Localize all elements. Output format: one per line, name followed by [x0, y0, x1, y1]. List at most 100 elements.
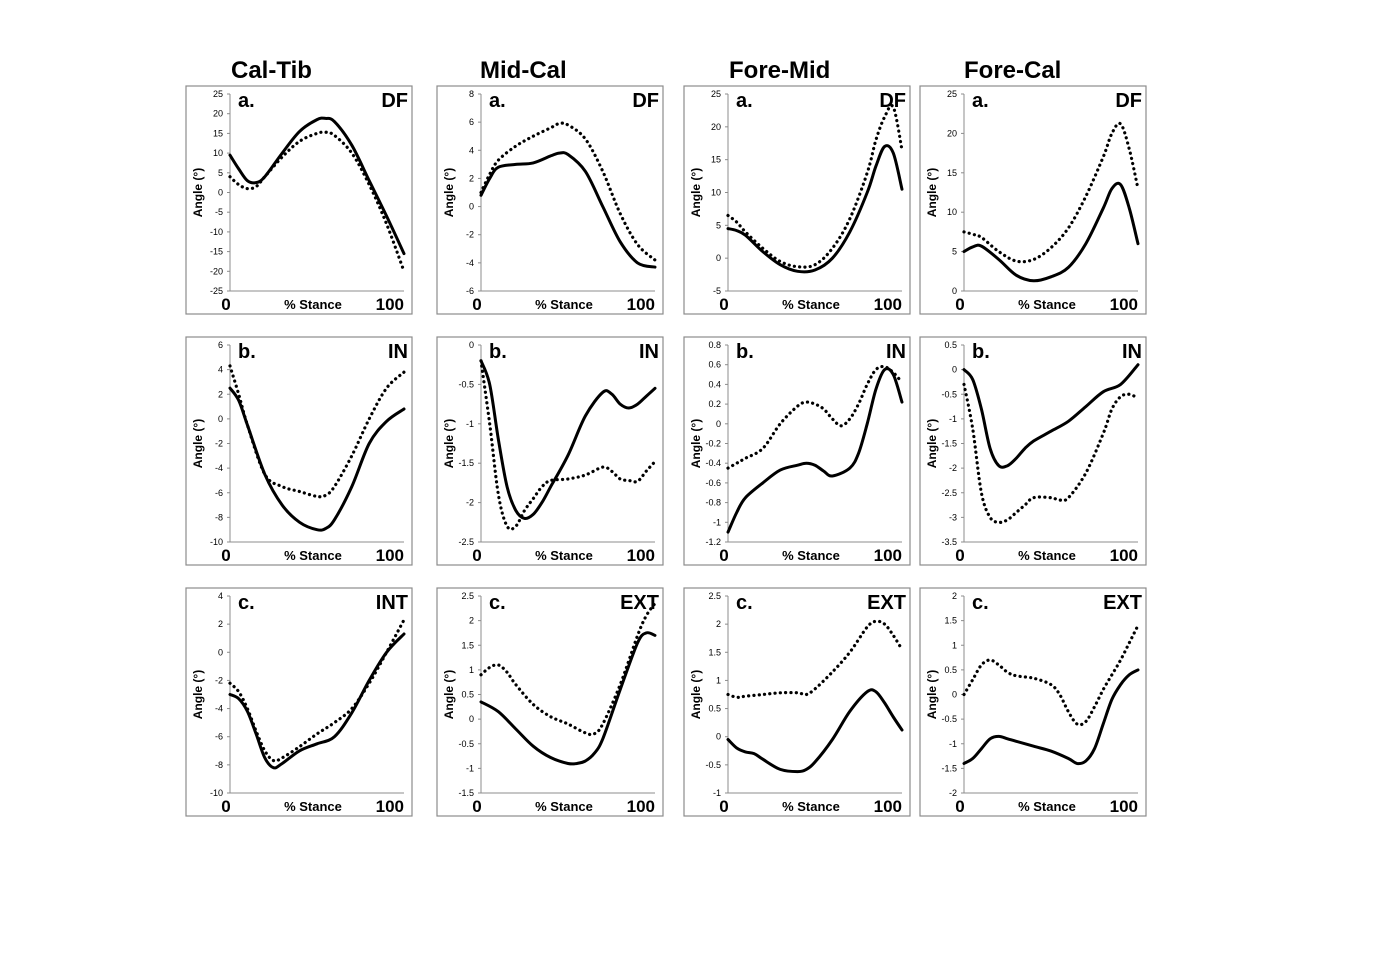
- y-tick-label: 2: [469, 616, 474, 626]
- solid-series-line: [479, 359, 657, 520]
- direction-label: IN: [886, 341, 906, 363]
- solid-series-line: [228, 632, 406, 770]
- y-tick-label: -6: [215, 732, 223, 742]
- x-end-label: 100: [874, 546, 902, 565]
- y-axis-title: Angle (°): [925, 670, 939, 719]
- solid-series-line: [479, 631, 657, 766]
- direction-label: IN: [639, 341, 659, 363]
- dotted-series-line: [228, 130, 406, 273]
- direction-label: IN: [1122, 341, 1142, 363]
- y-tick-label: 2: [218, 619, 223, 629]
- y-tick-label: -3: [949, 512, 957, 522]
- direction-label: EXT: [1103, 592, 1142, 614]
- y-tick-label: 15: [711, 155, 721, 165]
- direction-label: EXT: [620, 592, 659, 614]
- y-tick-label: -0.6: [705, 478, 721, 488]
- y-tick-label: 2.5: [461, 591, 474, 601]
- panel-mid-cal-a: -6 -4 -2 0 2 4 6 8 Angle (°) 0 % Stance 100 a. DF: [436, 85, 664, 315]
- direction-label: DF: [1115, 90, 1142, 112]
- y-tick-label: 0: [218, 414, 223, 424]
- y-tick-label: -25: [210, 286, 223, 296]
- x-start-label: 0: [472, 546, 481, 565]
- dotted-series-line: [726, 364, 904, 470]
- panel-cal-tib-b: -10 -8 -6 -4 -2 0 2 4 6 Angle (°) 0 % Stance 100 b. IN: [185, 336, 413, 566]
- dotted-series-line: [228, 364, 406, 499]
- y-tick-label: 0.5: [944, 340, 957, 350]
- y-tick-label: -2: [466, 230, 474, 240]
- x-end-label: 100: [874, 797, 902, 816]
- panel-mid-cal-c: -1.5 -1 -0.5 0 0.5 1 1.5 2 2.5 Angle (°) 0 % Stance…: [436, 587, 664, 817]
- y-tick-label: 0: [218, 647, 223, 657]
- y-axis-title: Angle (°): [191, 670, 205, 719]
- x-start-label: 0: [955, 295, 964, 314]
- x-start-label: 0: [719, 797, 728, 816]
- y-tick-label: 0: [716, 732, 721, 742]
- y-tick-label: -15: [210, 247, 223, 257]
- y-tick-label: 2: [469, 173, 474, 183]
- panel-frame: [683, 587, 911, 817]
- x-start-label: 0: [955, 797, 964, 816]
- panel-letter: b.: [489, 341, 507, 363]
- y-tick-label: 6: [218, 340, 223, 350]
- x-axis-title: % Stance: [284, 548, 342, 563]
- y-tick-label: 0: [952, 286, 957, 296]
- panel-frame: [185, 85, 413, 315]
- y-tick-label: 0.2: [708, 399, 721, 409]
- direction-label: IN: [388, 341, 408, 363]
- solid-series-line: [228, 386, 406, 532]
- panel-letter: b.: [972, 341, 990, 363]
- panel-frame: [185, 587, 413, 817]
- y-tick-label: 1: [469, 665, 474, 675]
- x-start-label: 0: [472, 295, 481, 314]
- direction-label: EXT: [867, 592, 906, 614]
- panel-cal-tib-a: -25 -20 -15 -10 -5 0 5 10 15 20 25 Angle (°) 0 % Stan…: [185, 85, 413, 315]
- y-axis-title: Angle (°): [442, 168, 456, 217]
- y-tick-label: -0.5: [705, 760, 721, 770]
- panel-fore-cal-c: -2 -1.5 -1 -0.5 0 0.5 1 1.5 2 Angle (°) 0 % Stance 1…: [919, 587, 1147, 817]
- y-tick-label: 1: [952, 640, 957, 650]
- x-start-label: 0: [719, 546, 728, 565]
- direction-label: DF: [381, 90, 408, 112]
- y-tick-label: -1.5: [458, 458, 474, 468]
- y-tick-label: -1: [949, 414, 957, 424]
- y-tick-label: -5: [713, 286, 721, 296]
- x-axis-title: % Stance: [535, 548, 593, 563]
- y-tick-label: -6: [466, 286, 474, 296]
- y-tick-label: -2.5: [458, 537, 474, 547]
- x-axis-title: % Stance: [535, 297, 593, 312]
- y-tick-label: 10: [711, 188, 721, 198]
- x-end-label: 100: [1110, 546, 1138, 565]
- panel-frame: [919, 336, 1147, 566]
- y-tick-label: -2: [466, 498, 474, 508]
- y-tick-label: 5: [218, 168, 223, 178]
- y-tick-label: 0.8: [708, 340, 721, 350]
- x-start-label: 0: [955, 546, 964, 565]
- panel-mid-cal-b: -2.5 -2 -1.5 -1 -0.5 0 Angle (°) 0 % Stance 100 b.…: [436, 336, 664, 566]
- y-tick-label: 2: [952, 591, 957, 601]
- y-tick-label: 4: [469, 145, 474, 155]
- direction-label: INT: [376, 592, 408, 614]
- y-tick-label: -10: [210, 227, 223, 237]
- panel-letter: b.: [736, 341, 754, 363]
- y-tick-label: 0: [469, 714, 474, 724]
- y-tick-label: -0.8: [705, 498, 721, 508]
- y-tick-label: 4: [218, 365, 223, 375]
- x-end-label: 100: [874, 295, 902, 314]
- x-axis-title: % Stance: [782, 548, 840, 563]
- y-tick-label: 15: [213, 128, 223, 138]
- panel-letter: a.: [489, 90, 506, 112]
- solid-series-line: [726, 367, 904, 534]
- x-axis-title: % Stance: [782, 799, 840, 814]
- y-tick-label: -2: [215, 439, 223, 449]
- y-tick-label: -2: [215, 675, 223, 685]
- y-tick-label: -0.5: [941, 714, 957, 724]
- y-tick-label: 4: [218, 591, 223, 601]
- y-axis-title: Angle (°): [442, 419, 456, 468]
- y-tick-label: -3.5: [941, 537, 957, 547]
- panel-fore-mid-b: -1.2 -1 -0.8 -0.6 -0.4 -0.2 0 0.2 0.4 0.6 0.8 Angle…: [683, 336, 911, 566]
- y-tick-label: 0: [952, 365, 957, 375]
- y-tick-label: 10: [947, 207, 957, 217]
- y-axis-title: Angle (°): [925, 168, 939, 217]
